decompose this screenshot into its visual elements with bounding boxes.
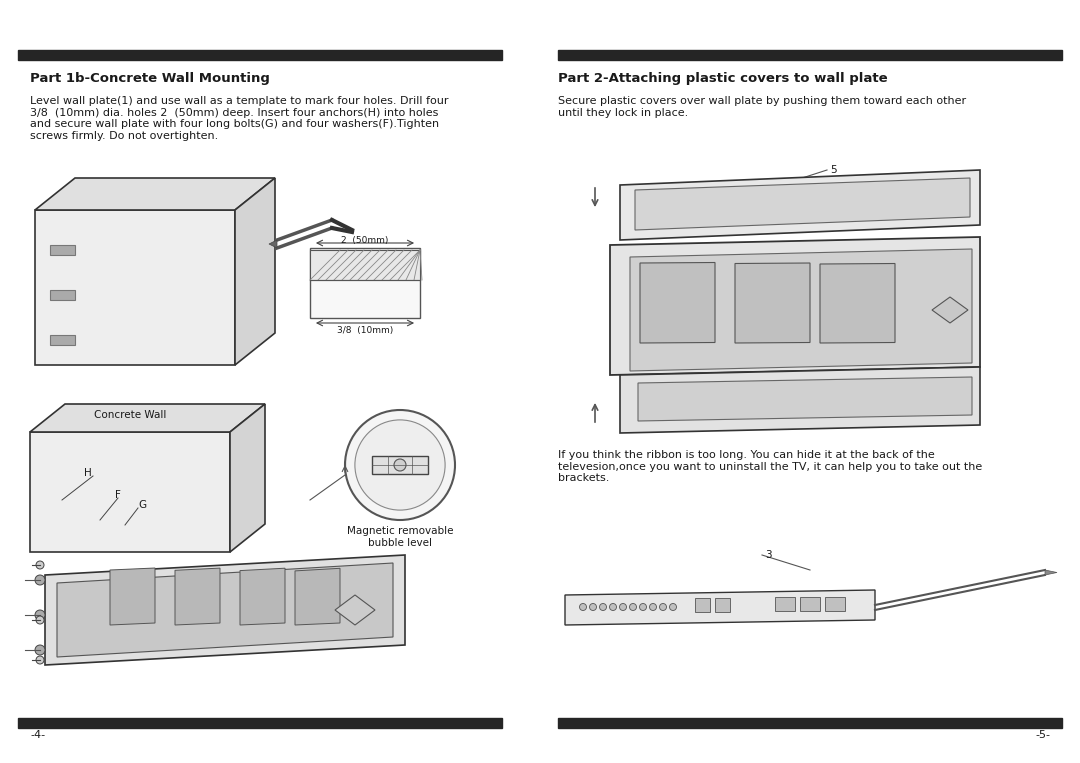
Text: F: F: [114, 490, 121, 500]
Text: If you think the ribbon is too long. You can hide it at the back of the
televesi: If you think the ribbon is too long. You…: [558, 450, 982, 483]
Circle shape: [35, 645, 45, 655]
Bar: [775, 597, 795, 611]
Circle shape: [649, 604, 657, 610]
Circle shape: [36, 656, 44, 664]
Bar: [825, 597, 845, 611]
Text: 3: 3: [765, 550, 771, 560]
Bar: [50, 290, 75, 300]
Polygon shape: [635, 178, 970, 230]
Circle shape: [599, 604, 607, 610]
Polygon shape: [610, 237, 980, 375]
Circle shape: [639, 604, 647, 610]
Polygon shape: [820, 263, 895, 343]
Circle shape: [355, 420, 445, 510]
Text: 3/8  (10mm): 3/8 (10mm): [337, 326, 393, 335]
Circle shape: [630, 604, 636, 610]
Polygon shape: [932, 297, 968, 323]
Polygon shape: [630, 249, 972, 371]
Circle shape: [394, 459, 406, 471]
Polygon shape: [235, 178, 275, 365]
Text: Level wall plate(1) and use wall as a template to mark four holes. Drill four
3/: Level wall plate(1) and use wall as a te…: [30, 96, 448, 141]
Bar: [18, 718, 502, 728]
Circle shape: [35, 575, 45, 585]
Text: -5-: -5-: [1035, 730, 1050, 740]
Polygon shape: [1045, 570, 1057, 575]
Circle shape: [670, 604, 676, 610]
Polygon shape: [110, 568, 156, 625]
Bar: [35, 210, 235, 365]
Bar: [310, 250, 420, 280]
Polygon shape: [620, 170, 980, 240]
Bar: [30, 432, 230, 552]
Polygon shape: [335, 595, 375, 625]
Text: Secure plastic covers over wall plate by pushing them toward each other
until th: Secure plastic covers over wall plate by…: [558, 96, 967, 118]
Text: Concrete Wall: Concrete Wall: [94, 410, 166, 420]
Polygon shape: [269, 240, 276, 248]
Polygon shape: [175, 568, 220, 625]
Polygon shape: [735, 263, 810, 343]
Bar: [558, 50, 1062, 60]
Bar: [558, 718, 1062, 728]
Text: Part 2-Attaching plastic covers to wall plate: Part 2-Attaching plastic covers to wall …: [558, 72, 888, 85]
Circle shape: [345, 410, 455, 520]
Text: -4-: -4-: [30, 730, 45, 740]
Circle shape: [609, 604, 617, 610]
Text: Part 1b-Concrete Wall Mounting: Part 1b-Concrete Wall Mounting: [30, 72, 270, 85]
Circle shape: [36, 616, 44, 624]
Circle shape: [590, 604, 596, 610]
Bar: [800, 597, 820, 611]
Polygon shape: [45, 555, 405, 665]
Text: 2  (50mm): 2 (50mm): [341, 236, 389, 245]
Bar: [50, 245, 75, 255]
Polygon shape: [620, 367, 980, 433]
Circle shape: [35, 610, 45, 620]
Polygon shape: [35, 178, 275, 210]
Bar: [696, 598, 710, 612]
Bar: [50, 335, 75, 345]
Circle shape: [660, 604, 666, 610]
Polygon shape: [565, 590, 875, 625]
Bar: [715, 598, 730, 612]
Text: G: G: [138, 500, 146, 510]
Text: Magnetic removable
bubble level: Magnetic removable bubble level: [347, 526, 454, 548]
Circle shape: [620, 604, 626, 610]
Polygon shape: [295, 568, 340, 625]
Text: H: H: [84, 468, 92, 478]
Polygon shape: [30, 404, 265, 432]
Text: 5: 5: [831, 165, 837, 175]
Polygon shape: [638, 377, 972, 421]
Circle shape: [36, 561, 44, 569]
Bar: [310, 248, 420, 318]
Circle shape: [580, 604, 586, 610]
Polygon shape: [57, 563, 393, 657]
Polygon shape: [640, 262, 715, 343]
Bar: [372, 456, 428, 474]
Bar: [18, 50, 502, 60]
Polygon shape: [240, 568, 285, 625]
Polygon shape: [230, 404, 265, 552]
